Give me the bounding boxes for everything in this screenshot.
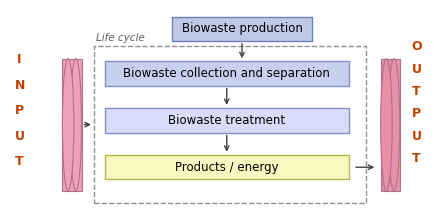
Text: Biowaste treatment: Biowaste treatment (168, 114, 285, 127)
Text: P: P (15, 104, 24, 117)
Ellipse shape (70, 59, 82, 191)
Text: O: O (411, 40, 422, 53)
FancyBboxPatch shape (172, 16, 312, 41)
Text: Biowaste production: Biowaste production (181, 22, 303, 35)
Ellipse shape (388, 59, 400, 191)
FancyBboxPatch shape (105, 155, 349, 179)
Text: I: I (17, 53, 22, 66)
FancyBboxPatch shape (105, 61, 349, 86)
Text: Products / energy: Products / energy (175, 161, 279, 174)
Text: U: U (15, 130, 24, 143)
Text: T: T (412, 152, 421, 165)
Ellipse shape (381, 59, 392, 191)
Text: T: T (15, 155, 24, 168)
Ellipse shape (62, 59, 74, 191)
Bar (94, 46, 366, 203)
Text: T: T (412, 85, 421, 98)
Text: P: P (412, 107, 421, 121)
FancyBboxPatch shape (62, 59, 82, 191)
FancyBboxPatch shape (105, 108, 349, 132)
FancyBboxPatch shape (381, 59, 400, 191)
Text: U: U (412, 63, 421, 76)
Text: U: U (412, 130, 421, 143)
Text: Life cycle: Life cycle (96, 33, 145, 43)
Text: N: N (14, 79, 25, 92)
Text: Biowaste collection and separation: Biowaste collection and separation (123, 67, 330, 80)
